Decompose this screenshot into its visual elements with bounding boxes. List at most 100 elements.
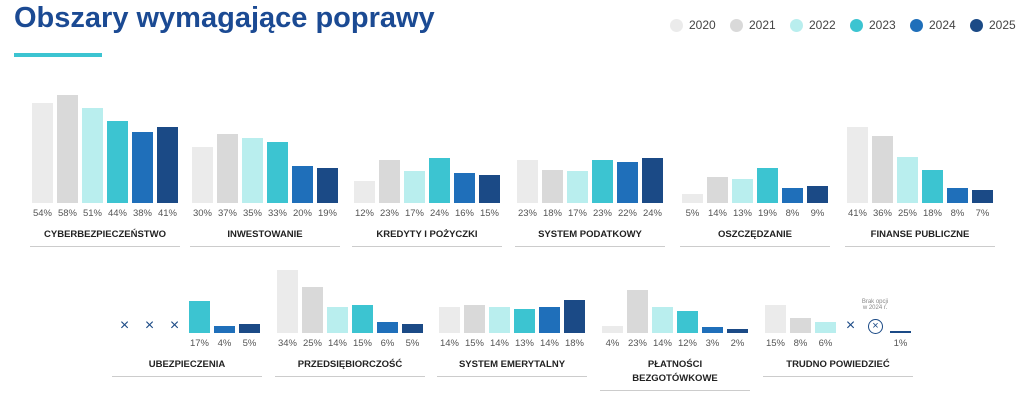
- panel-underline: [30, 246, 180, 247]
- panel-title: SYSTEM PODATKOWY: [538, 229, 642, 240]
- value-label: 34%: [277, 338, 297, 349]
- bar: [192, 147, 213, 203]
- value-label: 14%: [439, 338, 459, 349]
- bar: [972, 189, 993, 203]
- bar: [847, 126, 868, 203]
- value-label: 18%: [564, 338, 584, 349]
- bar: [652, 306, 673, 333]
- value-label: 18%: [542, 208, 562, 219]
- value-label: 41%: [157, 208, 177, 219]
- bar: [765, 305, 786, 333]
- value-label: 36%: [872, 208, 892, 219]
- legend-swatch: [850, 19, 863, 32]
- bar: [157, 126, 178, 203]
- bar: [707, 176, 728, 203]
- bar: [922, 169, 943, 203]
- bar: [189, 301, 210, 333]
- bar: [429, 158, 450, 203]
- legend-label: 2020: [689, 18, 716, 32]
- value-label: 24%: [429, 208, 449, 219]
- panel-underline: [190, 246, 340, 247]
- value-label: 35%: [242, 208, 262, 219]
- value-label: 25%: [897, 208, 917, 219]
- bar: [897, 156, 918, 203]
- value-label: 37%: [217, 208, 237, 219]
- panel-title: CYBERBEZPIECZEŃSTWO: [44, 229, 166, 240]
- legend-label: 2025: [989, 18, 1016, 32]
- panel-title: FINANSE PUBLICZNE: [870, 229, 970, 240]
- panel-title: KREDYTY I POŻYCZKI: [376, 229, 478, 240]
- bar: [947, 188, 968, 203]
- bar: [402, 323, 423, 333]
- value-label: 14%: [707, 208, 727, 219]
- legend-label: 2021: [749, 18, 776, 32]
- value-label: 9%: [810, 208, 825, 219]
- value-label: 13%: [514, 338, 534, 349]
- bar: [617, 162, 638, 203]
- missing-icon: ×: [169, 317, 180, 334]
- bar: [214, 325, 235, 333]
- value-label: 51%: [82, 208, 102, 219]
- bar: [627, 290, 648, 333]
- title-accent: [14, 53, 102, 57]
- bar: [732, 178, 753, 203]
- legend-swatch: [670, 19, 683, 32]
- bar: [479, 175, 500, 203]
- value-label: 8%: [785, 208, 800, 219]
- panel-underline: [763, 376, 913, 377]
- panel-underline: [275, 376, 425, 377]
- panel-title: PŁATNOŚCI BEZGOTÓWKOWE: [632, 359, 718, 384]
- bar: [454, 173, 475, 203]
- bar: [377, 321, 398, 333]
- value-label: 5%: [685, 208, 700, 219]
- value-label: 5%: [242, 338, 257, 349]
- value-label: 15%: [765, 338, 785, 349]
- value-label: 41%: [847, 208, 867, 219]
- panel-underline: [352, 246, 502, 247]
- value-label: 8%: [793, 338, 808, 349]
- bar: [514, 308, 535, 333]
- value-label: 14%: [489, 338, 509, 349]
- panel-title: PRZEDSIĘBIORCZOŚĆ: [297, 359, 403, 370]
- bar: [317, 167, 338, 203]
- bar: [242, 137, 263, 203]
- bar: [782, 188, 803, 203]
- legend-swatch: [970, 19, 983, 32]
- value-label: 58%: [57, 208, 77, 219]
- page-title: Obszary wymagające poprawy: [14, 2, 435, 34]
- value-label: 12%: [677, 338, 697, 349]
- legend-label: 2023: [869, 18, 896, 32]
- value-label: 6%: [380, 338, 395, 349]
- value-label: 23%: [517, 208, 537, 219]
- value-label: 17%: [404, 208, 424, 219]
- value-label: 3%: [705, 338, 720, 349]
- value-label: 2%: [730, 338, 745, 349]
- bar: [790, 318, 811, 333]
- bar: [277, 269, 298, 333]
- panel-underline: [680, 246, 830, 247]
- value-label: 1%: [893, 338, 908, 349]
- no-option-icon: ×: [868, 319, 883, 334]
- bar: [404, 171, 425, 203]
- bar: [32, 102, 53, 203]
- panel-title: INWESTOWANIE: [227, 229, 303, 240]
- value-label: 54%: [32, 208, 52, 219]
- value-label: 25%: [302, 338, 322, 349]
- legend-label: 2024: [929, 18, 956, 32]
- panel-title: OSZCZĘDZANIE: [718, 229, 792, 240]
- legend-swatch: [730, 19, 743, 32]
- bar: [757, 167, 778, 203]
- bar: [682, 193, 703, 203]
- bar: [439, 306, 460, 333]
- bar: [677, 310, 698, 333]
- panel-title: UBEZPIECZENIA: [148, 359, 226, 370]
- bar: [702, 327, 723, 333]
- value-label: 4%: [605, 338, 620, 349]
- missing-icon: ×: [845, 317, 856, 334]
- value-label: 5%: [405, 338, 420, 349]
- value-label: 24%: [642, 208, 662, 219]
- bar: [539, 306, 560, 333]
- bar: [592, 160, 613, 203]
- bar: [302, 286, 323, 333]
